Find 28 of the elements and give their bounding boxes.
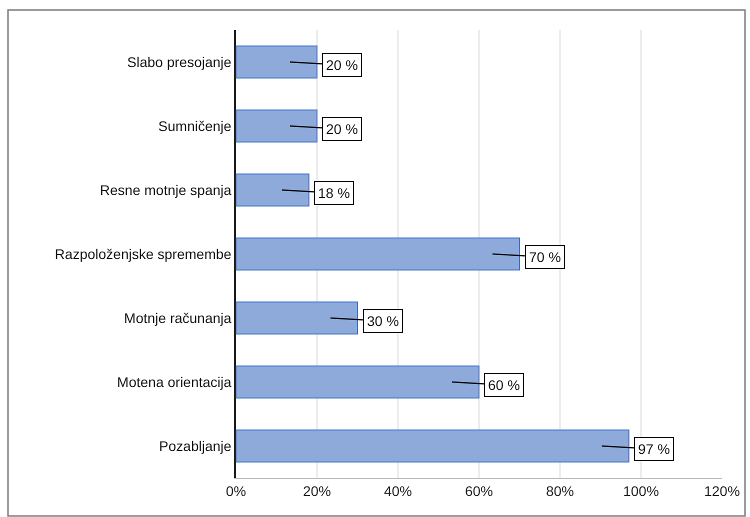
data-label: 70 %: [529, 249, 561, 265]
bar: [236, 174, 310, 206]
data-label: 20 %: [326, 121, 358, 137]
x-tick-label: 60%: [464, 482, 494, 499]
x-tick-label: 80%: [546, 482, 574, 499]
y-tick-label: Pozabljanje: [159, 438, 232, 454]
x-tick-label: 20%: [302, 482, 332, 499]
y-tick-label: Resne motnje spanja: [100, 182, 232, 198]
y-tick-label: Razpoloženjske spremembe: [54, 246, 232, 262]
data-label: 60 %: [488, 377, 520, 393]
bar: [236, 46, 318, 78]
y-tick-label: Motnje računanja: [124, 310, 232, 326]
data-label: 18 %: [318, 185, 350, 201]
bar: [236, 302, 358, 334]
x-tick-label: 0%: [226, 482, 246, 499]
y-tick-label: Motena orientacija: [117, 374, 232, 390]
x-tick-label: 100%: [623, 482, 659, 499]
y-tick-label: Sumničenje: [158, 118, 232, 134]
bar: [236, 366, 480, 398]
data-label: 30 %: [367, 313, 399, 329]
bar: [236, 238, 520, 270]
data-label: 20 %: [326, 57, 358, 73]
data-label: 97 %: [638, 441, 670, 457]
y-tick-label: Slabo presojanje: [127, 54, 232, 70]
x-tick-label: 120%: [704, 482, 740, 499]
x-tick-label: 40%: [384, 482, 412, 499]
bar: [236, 430, 630, 462]
bar: [236, 110, 318, 142]
